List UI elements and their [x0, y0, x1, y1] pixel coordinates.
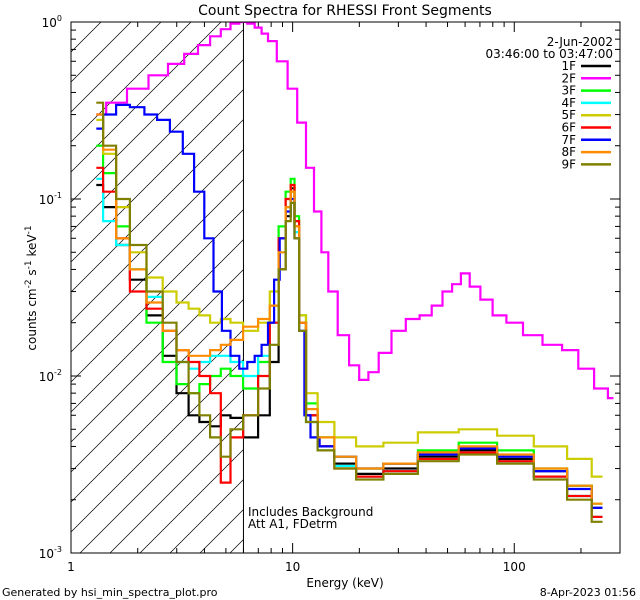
hatch-line [71, 239, 244, 413]
annotation-attenuator: Att A1, FDetrm [248, 517, 337, 531]
hatch-line [71, 329, 244, 503]
legend-label-1F: 1F [561, 59, 576, 73]
hatch-line [71, 29, 244, 203]
hatch-line [71, 149, 244, 323]
series-lines [96, 22, 614, 523]
y-tick-label: 100 [42, 14, 62, 30]
hatch-line [71, 59, 244, 233]
x-axis-label: Energy (keV) [306, 576, 383, 590]
hatch-line [71, 22, 162, 113]
y-axis-label: counts cm-2 s-1 keV-1 [24, 225, 39, 350]
plot-frame [70, 21, 621, 554]
hatch-line [71, 179, 244, 353]
hatch-line [71, 89, 244, 263]
legend-label-7F: 7F [561, 133, 576, 147]
x-tick-label: 10 [285, 560, 300, 574]
y-tick-label: 10-3 [39, 545, 62, 561]
y-tick-label: 10-2 [39, 368, 62, 384]
hatch-line [139, 449, 244, 553]
hatch-line [71, 269, 244, 443]
series-8F [96, 113, 603, 505]
hatch-line [79, 389, 244, 553]
hatch-line [71, 22, 222, 173]
series-3F [96, 144, 603, 505]
series-2F [96, 22, 614, 400]
hatch-line [71, 119, 244, 293]
annotation-background: Includes Background [248, 505, 373, 519]
series-5F [96, 118, 603, 478]
axis-ticks [70, 21, 621, 554]
hatched-region [71, 22, 244, 553]
hatch-line [229, 539, 244, 553]
hatch-line [71, 22, 72, 23]
x-tick-label: 1 [67, 560, 75, 574]
legend-label-4F: 4F [561, 96, 576, 110]
legend-label-8F: 8F [561, 145, 576, 159]
x-tick-labels: 1 10 100 [67, 560, 526, 574]
footer-generated-by: Generated by hsi_min_spectra_plot.pro [2, 586, 218, 599]
y-tick-label: 10-1 [39, 191, 62, 207]
hatch-line [71, 209, 244, 383]
legend-label-3F: 3F [561, 84, 576, 98]
x-tick-label: 100 [503, 560, 526, 574]
legend-label-6F: 6F [561, 121, 576, 135]
hatch-line [71, 359, 244, 533]
legend-label-2F: 2F [561, 71, 576, 85]
time-range-label: 03:46:00 to 03:47:00 [486, 47, 613, 61]
series-9F [96, 101, 603, 523]
date-label: 2-Jun-2002 [547, 35, 613, 49]
legend-label-5F: 5F [561, 108, 576, 122]
hatch-line [71, 299, 244, 473]
y-tick-labels: 10-3 10-2 10-1 100 [39, 14, 62, 561]
series-7F [96, 103, 603, 509]
hatch-line [71, 22, 102, 53]
chart-title: Count Spectra for RHESSI Front Segments [198, 3, 492, 19]
hatch-line [109, 419, 244, 553]
legend-label-9F: 9F [561, 157, 576, 171]
footer-timestamp: 8-Apr-2023 01:56 [540, 586, 636, 599]
